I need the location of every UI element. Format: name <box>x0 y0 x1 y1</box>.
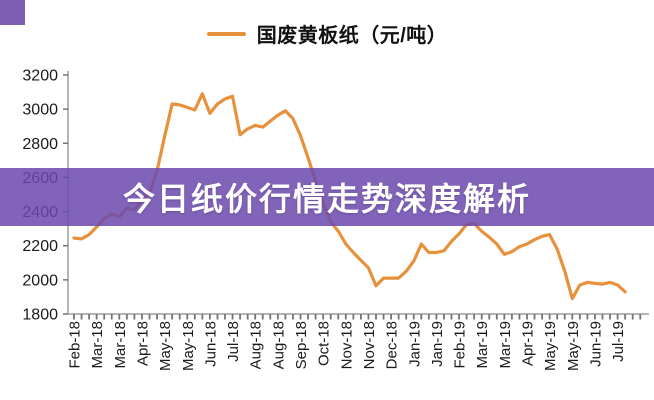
promo-banner: 今日纸价行情走势深度解析 <box>0 168 654 226</box>
promo-banner-title: 今日纸价行情走势深度解析 <box>122 181 531 217</box>
x-axis-tick-label: Jun-18 <box>202 321 219 367</box>
y-axis-tick-label: 3200 <box>22 68 58 85</box>
y-axis-tick-label: 2200 <box>22 238 58 255</box>
legend-series-label: 国废黄板纸（元/吨） <box>256 25 448 47</box>
y-axis-tick-label: 3000 <box>22 102 58 119</box>
x-axis-tick-label: May-19 <box>565 321 582 371</box>
x-axis-tick-label: Mar-19 <box>474 321 491 369</box>
x-axis-tick-label: Nov-18 <box>338 321 355 369</box>
x-axis-tick-label: Oct-18 <box>316 321 333 366</box>
x-axis-tick-label: May-19 <box>542 321 559 371</box>
x-axis-tick-label: Mar-18 <box>112 321 129 369</box>
chart-legend: 国废黄板纸（元/吨） <box>0 19 654 48</box>
x-axis-tick-label: May-18 <box>180 321 197 371</box>
legend-line-swatch <box>206 31 246 36</box>
x-axis-tick-label: Sep-18 <box>293 321 310 369</box>
x-axis-tick-label: Aug-18 <box>270 321 287 369</box>
y-axis-tick-label: 2000 <box>22 272 58 289</box>
x-axis-tick-label: Apr-19 <box>520 321 537 366</box>
x-axis-tick-label: Jul-18 <box>225 321 242 362</box>
y-axis-tick-label: 2800 <box>22 136 58 153</box>
x-axis-tick-label: Mar-19 <box>497 321 514 369</box>
x-axis-tick-label: Nov-18 <box>361 321 378 369</box>
x-axis-tick-label: May-18 <box>157 321 174 371</box>
x-axis-tick-label: Dec-18 <box>384 321 401 369</box>
y-axis-tick-label: 1800 <box>22 307 58 324</box>
x-axis-tick-label: Jul-19 <box>610 321 627 362</box>
x-axis-tick-label: Apr-18 <box>134 321 151 366</box>
x-axis-tick-label: Jun-19 <box>587 321 604 367</box>
x-axis-tick-label: Jan-19 <box>429 321 446 367</box>
x-axis-tick-label: Jan-19 <box>406 321 423 367</box>
corner-accent-square <box>0 0 25 25</box>
x-axis-tick-label: Aug-18 <box>248 321 265 369</box>
x-axis-tick-label: Feb-18 <box>67 321 84 369</box>
price-series-line <box>72 92 627 301</box>
x-axis-tick-label: Feb-19 <box>452 321 469 369</box>
x-axis-tick-label: Mar-18 <box>89 321 106 369</box>
